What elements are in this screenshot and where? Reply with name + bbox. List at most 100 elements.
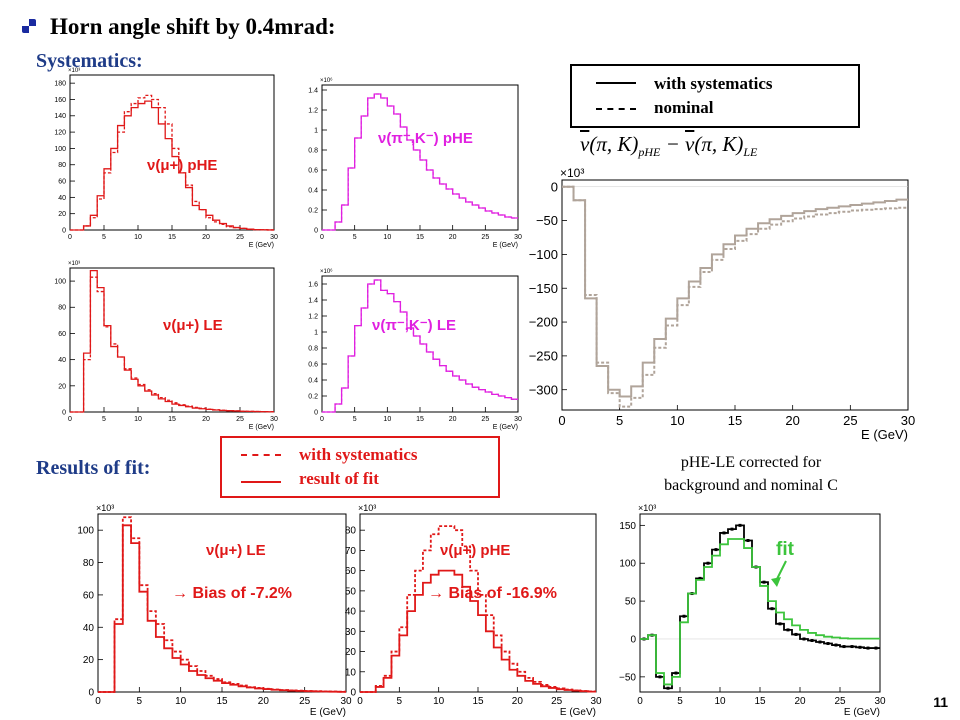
fit-label: fit: [776, 539, 795, 560]
y-tick-label: 80: [345, 526, 357, 537]
x-tick-label: 0: [95, 696, 101, 707]
chart-mu_le_fit: 0 5 10 15 20 25 30 0 20 40 60 80 100 E (GeV) ×10³ ν(μ+)…: [77, 503, 352, 718]
y-tick-label: 0: [350, 688, 356, 699]
x-tick-label: 5: [353, 416, 357, 423]
x-tick-label: 15: [728, 413, 742, 428]
y-tick-label: −250: [529, 348, 558, 363]
y-tick-label: 80: [58, 162, 66, 169]
x-tick-label: 25: [481, 234, 489, 241]
y-tick-label: 0: [314, 227, 318, 234]
x-tick-label: 0: [357, 696, 363, 707]
chart-corrected: 0 5 10 15 20 25 30 −50 0 50 100 150 E (GeV) ×10³ fit: [619, 503, 886, 718]
x-tick-label: 30: [590, 696, 602, 707]
legend-label-nominal: nominal: [654, 98, 714, 117]
x-tick-label: 20: [512, 696, 524, 707]
y-tick-label: −200: [529, 315, 558, 330]
data-point: [866, 646, 870, 650]
y-tick-label: 30: [345, 627, 357, 638]
legend-results: with systematics result of fit: [220, 436, 500, 498]
x-tick-label: 20: [202, 234, 210, 241]
diamond-bullet-icon: [22, 19, 36, 33]
series-line-pHE-LE-corrected: [640, 524, 880, 690]
y-tick-label: 0: [551, 179, 558, 194]
corrected-caption: pHE-LE corrected for background and nomi…: [626, 451, 876, 497]
y-tick-label: −150: [529, 281, 558, 296]
series-line-with-systematics: [322, 93, 518, 231]
y-tick-label: 140: [54, 113, 66, 120]
data-point: [874, 646, 878, 650]
data-point: [746, 539, 750, 543]
y-tick-label: 80: [58, 305, 66, 312]
series-line-result-of-fit: [360, 569, 596, 693]
y-tick-label: 60: [345, 566, 357, 577]
page-number: 11: [933, 694, 948, 710]
data-point: [834, 643, 838, 647]
data-point: [826, 642, 830, 646]
data-point: [778, 622, 782, 626]
y-tick-label: 0.6: [308, 361, 318, 368]
y-tick-label: 100: [77, 526, 94, 537]
y-tick-label: 60: [58, 179, 66, 186]
plot-frame: [639, 513, 881, 693]
x-tick-label: 0: [320, 234, 324, 241]
y-tick-label: −300: [529, 382, 558, 397]
y-tick-label: 120: [54, 130, 66, 137]
y-tick-label: −50: [536, 213, 558, 228]
x-axis-label: E (GeV): [310, 707, 346, 718]
x-tick-label: 15: [168, 234, 176, 241]
x-axis-label: E (GeV): [861, 427, 908, 442]
data-point: [722, 531, 726, 535]
y-tick-label: 1.4: [308, 297, 318, 304]
y-tick-label: 0.8: [308, 345, 318, 352]
x-tick-label: 20: [449, 234, 457, 241]
series-line-nominal: [322, 93, 518, 231]
x-tick-label: 10: [433, 696, 445, 707]
x-tick-label: 0: [637, 696, 643, 707]
section-results: Results of fit:: [36, 457, 151, 479]
dashed-line-swatch: [596, 108, 636, 110]
y-exponent-label: ×10⁶: [320, 268, 333, 275]
x-tick-label: 20: [258, 696, 270, 707]
data-point: [802, 637, 806, 641]
data-point: [682, 614, 686, 618]
data-point: [794, 632, 798, 636]
y-exponent-label: ×10³: [68, 261, 80, 267]
x-tick-label: 30: [514, 234, 522, 241]
x-axis-label: E (GeV): [249, 242, 274, 249]
x-tick-label: 10: [134, 234, 142, 241]
x-tick-label: 5: [102, 234, 106, 241]
series-line-with-systematics: [70, 269, 274, 413]
x-tick-label: 25: [834, 696, 846, 707]
x-tick-label: 20: [794, 696, 806, 707]
data-point: [818, 640, 822, 644]
y-tick-label: 20: [345, 647, 357, 658]
chart-mu_phe_sys: 0 5 10 15 20 25 30 0 20 40 60 80 100 120 140 160 180 E (G…: [54, 68, 278, 249]
x-tick-label: 30: [270, 416, 278, 423]
dashed-line-swatch: [241, 454, 281, 456]
plot-frame: [561, 179, 909, 411]
data-point: [810, 638, 814, 642]
series-label: ν(μ+) pHE: [147, 157, 217, 174]
data-point: [786, 628, 790, 632]
caption-line-2: background and nominal C: [664, 477, 838, 494]
x-tick-label: 5: [102, 416, 106, 423]
y-tick-label: 1.2: [308, 313, 318, 320]
y-exponent-label: ×10³: [68, 68, 80, 74]
x-tick-label: 10: [383, 234, 391, 241]
data-point: [698, 576, 702, 580]
data-point: [858, 645, 862, 649]
x-tick-label: 30: [270, 234, 278, 241]
y-tick-label: 70: [345, 546, 357, 557]
x-tick-label: 0: [320, 416, 324, 423]
x-tick-label: 20: [202, 416, 210, 423]
series-line-nominal: [562, 185, 908, 408]
x-tick-label: 25: [236, 416, 244, 423]
data-point: [842, 645, 846, 649]
y-exponent-label: ×10³: [560, 166, 584, 180]
legend-label-result-of-fit: result of fit: [299, 469, 379, 488]
x-tick-label: 30: [901, 413, 915, 428]
chart-diff_big: 0 5 10 15 20 25 30 0 −50 −100 −150 −200 −250 −300 E (G…: [529, 166, 916, 442]
series-label: ν(π⁻,K⁻) pHE: [378, 130, 473, 147]
y-tick-label: 50: [625, 597, 637, 608]
